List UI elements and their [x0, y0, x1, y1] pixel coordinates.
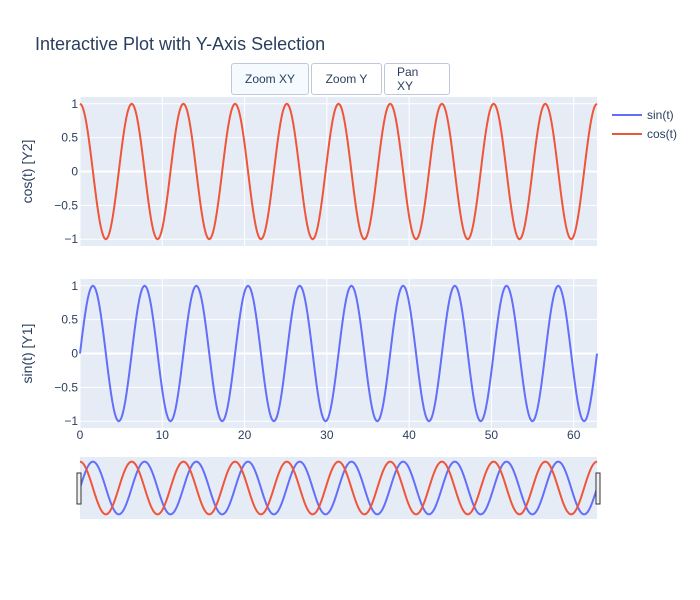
range-slider[interactable]	[76, 457, 601, 519]
x-tick-label-2: 20	[238, 428, 252, 442]
cos-y-tick-label-0: −1	[64, 232, 78, 246]
legend: sin(t) cos(t)	[612, 108, 677, 141]
x-axis-ticks: 0 10 20 30 40 50 60	[77, 428, 581, 442]
sin-y-tick-label-1: −0.5	[54, 380, 78, 394]
sin-y-tick-label-2: 0	[71, 347, 78, 361]
cos-series-line	[79, 102, 598, 241]
x-tick-label-1: 10	[156, 428, 170, 442]
legend-sin-label: sin(t)	[647, 108, 674, 122]
y1-axis-label: sin(t) [Y1]	[19, 324, 35, 384]
sin-panel[interactable]: −1 −0.5 0 0.5 1	[54, 279, 598, 428]
range-slider-right-handle[interactable]	[595, 472, 601, 505]
sin-y-tick-label-3: 0.5	[61, 313, 78, 327]
cos-y-tick-label-2: 0	[71, 165, 78, 179]
legend-item-cos[interactable]: cos(t)	[612, 127, 677, 141]
cos-y-tick-label-4: 1	[71, 97, 78, 111]
legend-item-sin[interactable]: sin(t)	[612, 108, 674, 122]
chart-title: Interactive Plot with Y-Axis Selection	[35, 34, 325, 54]
cos-y-ticks: −1 −0.5 0 0.5 1	[54, 97, 78, 246]
x-tick-label-4: 40	[402, 428, 416, 442]
zoom-xy-button[interactable]: Zoom XY	[231, 63, 309, 95]
sin-y-tick-label-4: 1	[71, 279, 78, 293]
legend-cos-label: cos(t)	[647, 127, 677, 141]
x-tick-label-0: 0	[77, 428, 84, 442]
mode-button-group: Zoom XY Zoom Y Pan XY	[231, 63, 452, 95]
pan-xy-button[interactable]: Pan XY	[384, 63, 450, 95]
sin-y-ticks: −1 −0.5 0 0.5 1	[54, 279, 78, 428]
x-tick-label-3: 30	[320, 428, 334, 442]
y2-axis-label: cos(t) [Y2]	[19, 140, 35, 204]
cos-panel[interactable]: −1 −0.5 0 0.5 1	[54, 97, 598, 246]
x-tick-label-6: 60	[567, 428, 581, 442]
range-slider-cos-line	[79, 460, 598, 516]
range-slider-left-handle[interactable]	[76, 472, 82, 505]
x-tick-label-5: 50	[485, 428, 499, 442]
sin-series-line	[79, 284, 598, 423]
cos-y-tick-label-3: 0.5	[61, 131, 78, 145]
zoom-y-button[interactable]: Zoom Y	[311, 63, 382, 95]
cos-y-tick-label-1: −0.5	[54, 198, 78, 212]
range-slider-sin-line	[79, 460, 598, 516]
sin-y-tick-label-0: −1	[64, 414, 78, 428]
